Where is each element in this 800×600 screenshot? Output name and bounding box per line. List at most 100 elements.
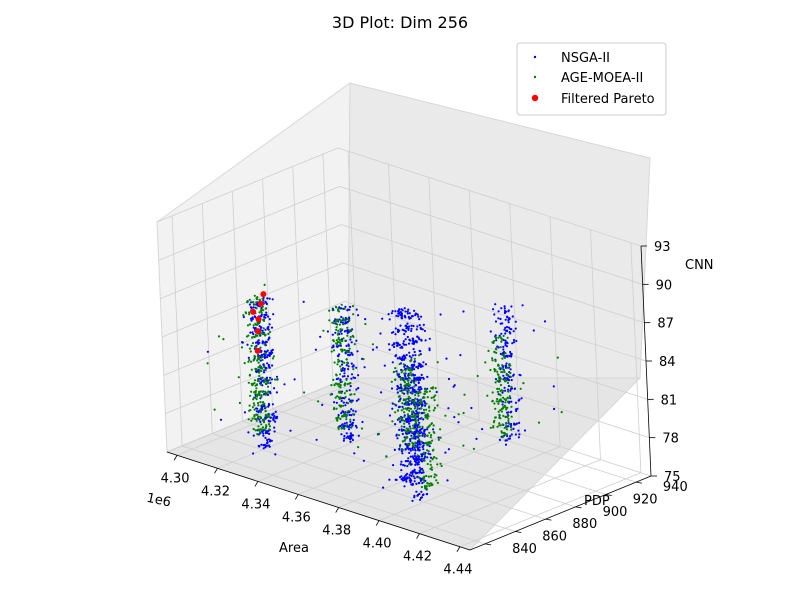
point-nsga — [263, 350, 266, 353]
point-nsga — [414, 448, 417, 452]
point-agemoea — [491, 341, 494, 344]
point-nsga — [354, 424, 357, 427]
point-nsga — [410, 329, 413, 332]
point-nsga — [397, 315, 400, 318]
point-agemoea — [498, 422, 501, 425]
gridline-z-back — [344, 300, 648, 400]
point-nsga — [495, 339, 498, 342]
point-nsga — [264, 300, 267, 303]
point-nsga — [500, 307, 503, 310]
point-agemoea — [258, 431, 262, 434]
point-nsga — [504, 326, 507, 329]
point-agemoea — [416, 431, 420, 435]
gridline-z-left — [163, 300, 345, 376]
point-nsga — [509, 350, 512, 354]
point-nsga — [418, 466, 421, 469]
tick-labels: 4.30 4.32 4.34 4.36 4.38 4.40 4.42 4.44 840 860 88… — [161, 240, 688, 578]
point-nsga — [361, 420, 364, 424]
point-nsga — [403, 485, 406, 488]
point-agemoea — [429, 460, 432, 463]
point-nsga — [419, 498, 422, 501]
point-agemoea — [206, 362, 209, 365]
point-nsga — [420, 490, 423, 493]
point-nsga — [505, 325, 509, 329]
point-agemoea — [496, 379, 499, 383]
point-nsga — [508, 355, 511, 358]
point-nsga — [403, 333, 406, 336]
x-tick-mark — [294, 494, 299, 500]
point-agemoea — [258, 371, 261, 374]
point-nsga — [414, 459, 418, 462]
point-agemoea — [256, 401, 260, 405]
point-nsga — [420, 431, 423, 434]
point-agemoea — [237, 376, 240, 379]
y-tick-mark — [485, 543, 492, 546]
point-nsga — [498, 334, 501, 337]
point-agemoea — [496, 397, 499, 401]
point-agemoea — [506, 413, 509, 416]
point-agemoea — [407, 383, 410, 387]
point-nsga — [401, 405, 404, 408]
point-nsga — [423, 400, 426, 403]
point-agemoea — [329, 393, 332, 396]
point-nsga — [513, 387, 516, 390]
point-nsga — [249, 331, 252, 334]
point-nsga — [411, 413, 414, 416]
point-nsga — [269, 420, 272, 423]
point-nsga — [247, 356, 250, 359]
point-nsga — [396, 391, 399, 394]
point-agemoea — [352, 313, 355, 316]
point-agemoea — [337, 385, 340, 388]
point-agemoea — [259, 346, 262, 349]
point-nsga — [407, 415, 410, 418]
point-agemoea — [413, 385, 416, 388]
gridline-x-floor — [298, 420, 480, 495]
point-nsga — [446, 479, 449, 482]
point-agemoea — [417, 476, 420, 479]
point-agemoea — [405, 383, 408, 386]
point-nsga — [521, 304, 524, 307]
point-agemoea — [260, 395, 263, 398]
point-nsga — [503, 305, 506, 308]
point-agemoea — [428, 406, 431, 409]
point-agemoea — [265, 424, 268, 427]
point-agemoea — [503, 369, 506, 372]
point-agemoea — [332, 408, 336, 411]
point-nsga — [402, 476, 405, 480]
point-nsga — [268, 351, 271, 355]
point-nsga — [255, 410, 258, 413]
x-tick-label: 4.38 — [322, 524, 351, 539]
point-nsga — [266, 327, 269, 330]
point-nsga — [398, 428, 401, 431]
point-agemoea — [403, 420, 407, 423]
point-nsga — [275, 375, 279, 378]
point-nsga — [410, 356, 413, 359]
y-tick-label: 940 — [663, 480, 688, 495]
point-agemoea — [489, 368, 492, 372]
point-nsga — [505, 362, 508, 365]
point-nsga — [413, 376, 416, 379]
point-agemoea — [503, 356, 506, 359]
point-nsga — [459, 354, 462, 357]
point-agemoea — [401, 369, 404, 372]
point-nsga — [515, 409, 518, 413]
point-agemoea — [496, 390, 499, 393]
point-agemoea — [397, 434, 401, 437]
point-agemoea — [407, 399, 410, 402]
point-agemoea — [253, 391, 256, 394]
point-nsga — [519, 374, 522, 377]
point-nsga — [268, 297, 271, 300]
point-nsga — [412, 379, 415, 382]
point-agemoea — [264, 406, 267, 409]
point-nsga — [427, 452, 430, 455]
point-nsga — [258, 325, 261, 328]
x-tick-label: 4.40 — [363, 537, 392, 552]
point-nsga — [493, 313, 496, 316]
point-nsga — [355, 339, 358, 342]
point-agemoea — [401, 440, 404, 443]
point-agemoea — [393, 403, 396, 406]
point-agemoea — [507, 374, 510, 377]
point-nsga — [447, 377, 451, 381]
point-agemoea — [402, 398, 406, 401]
point-nsga — [397, 406, 400, 409]
